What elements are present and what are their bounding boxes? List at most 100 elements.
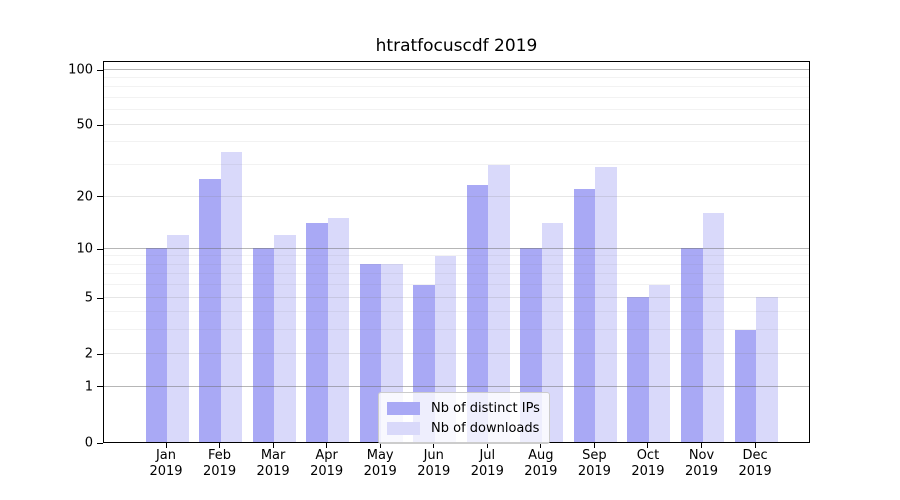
bar-ips-mar (252, 248, 275, 442)
y-tick-mark (97, 386, 103, 388)
gridline-y-7 (104, 273, 809, 275)
gridline-y-20 (104, 195, 809, 197)
x-tick-label: Feb 2019 (190, 448, 250, 480)
x-tick-year: 2019 (738, 464, 772, 479)
x-tick-mark (326, 443, 328, 448)
x-tick-mark (486, 443, 488, 448)
y-tick-label: 0 (84, 435, 93, 451)
x-tick-label: Jan 2019 (136, 448, 196, 480)
y-tick-mark (97, 297, 103, 299)
bar-ips-may (359, 264, 382, 442)
gridline-y-2 (104, 352, 809, 354)
x-tick-month: Jun (423, 448, 444, 463)
x-tick-label: Mar 2019 (243, 448, 303, 480)
gridline-y-50 (104, 123, 809, 125)
y-tick-label: 20 (76, 189, 93, 205)
x-tick-year: 2019 (524, 464, 558, 479)
gridline-y-100 (104, 68, 809, 70)
bar-downloads-feb (220, 152, 243, 442)
x-tick-year: 2019 (577, 464, 611, 479)
x-tick-year: 2019 (310, 464, 344, 479)
gridline-y-5 (104, 296, 809, 298)
y-tick-mark (97, 124, 103, 126)
bar-downloads-nov (702, 213, 724, 442)
legend-item: Nb of downloads (387, 418, 540, 438)
x-tick-mark (433, 443, 435, 448)
x-tick-mark (593, 443, 595, 448)
bar-ips-nov (681, 248, 703, 442)
x-tick-year: 2019 (470, 464, 504, 479)
bar-downloads-sep (595, 167, 617, 442)
x-tick-month: May (366, 448, 394, 463)
gridline-y-10 (104, 247, 809, 249)
y-tick-label: 2 (84, 346, 93, 362)
bar-ips-oct (627, 297, 649, 442)
plot-area (103, 61, 810, 443)
bar-ips-jul (466, 185, 489, 442)
x-tick-mark (754, 443, 756, 448)
x-tick-month: Dec (742, 448, 768, 463)
x-tick-label: Oct 2019 (618, 448, 678, 480)
bar-downloads-oct (648, 284, 671, 442)
y-tick-label: 50 (76, 117, 93, 133)
x-tick-year: 2019 (684, 464, 719, 479)
gridline-y-6 (104, 284, 809, 286)
bar-downloads-aug (541, 223, 564, 442)
x-tick-year: 2019 (631, 464, 665, 479)
bar-ips-jan (145, 248, 167, 442)
legend-label: Nb of distinct IPs (431, 400, 540, 416)
gridline-y-60 (104, 109, 809, 111)
x-tick-mark (379, 443, 381, 448)
bar-downloads-dec (756, 297, 778, 442)
y-tick-label: 100 (68, 62, 93, 78)
x-tick-year: 2019 (149, 464, 183, 479)
x-tick-label: Jul 2019 (457, 448, 517, 480)
x-tick-mark (272, 443, 274, 448)
y-tick-label: 1 (84, 379, 93, 395)
x-tick-year: 2019 (256, 464, 290, 479)
gridline-y-3 (104, 329, 809, 331)
chart-title: htratfocuscdf 2019 (375, 36, 538, 56)
x-tick-year: 2019 (363, 464, 397, 479)
x-tick-month: Aug (528, 448, 554, 463)
bar-ips-sep (573, 188, 596, 442)
x-tick-mark (219, 443, 221, 448)
x-tick-label: Jun 2019 (404, 448, 464, 480)
gridline-y-70 (104, 97, 809, 99)
gridline-y-4 (104, 311, 809, 313)
x-tick-label: Apr 2019 (297, 448, 357, 480)
y-tick-label: 10 (76, 241, 93, 257)
x-tick-month: Mar (260, 448, 286, 463)
x-tick-label: Nov 2019 (672, 448, 732, 480)
bar-downloads-jul (488, 164, 510, 442)
x-tick-year: 2019 (417, 464, 451, 479)
y-tick-mark (97, 69, 103, 71)
gridline-y-80 (104, 86, 809, 88)
gridline-y-30 (104, 164, 809, 166)
legend-swatch-downloads (387, 421, 420, 435)
gridline-y-8 (104, 263, 809, 265)
bar-ips-apr (306, 223, 328, 442)
gridline-y-9 (104, 255, 809, 257)
x-tick-label: May 2019 (350, 448, 410, 480)
bar-downloads-jan (167, 234, 189, 442)
legend-swatch-ips (387, 401, 420, 415)
x-tick-month: Feb (208, 448, 232, 463)
x-tick-mark (165, 443, 167, 448)
x-tick-month: Sep (582, 448, 607, 463)
gridline-y-90 (104, 77, 809, 78)
y-tick-label: 5 (84, 290, 93, 306)
legend-item: Nb of distinct IPs (387, 398, 540, 418)
x-tick-label: Aug 2019 (511, 448, 571, 480)
x-tick-mark (540, 443, 542, 448)
y-tick-mark (97, 196, 103, 198)
y-tick-mark (97, 248, 103, 250)
x-tick-month: Nov (688, 448, 715, 463)
x-tick-mark (701, 443, 702, 448)
x-tick-month: Apr (315, 448, 338, 463)
x-tick-year: 2019 (203, 464, 237, 479)
x-tick-month: Oct (636, 448, 660, 463)
x-tick-mark (647, 443, 649, 448)
legend: Nb of distinct IPs Nb of downloads (378, 392, 550, 444)
gridline-y-1 (104, 385, 809, 387)
